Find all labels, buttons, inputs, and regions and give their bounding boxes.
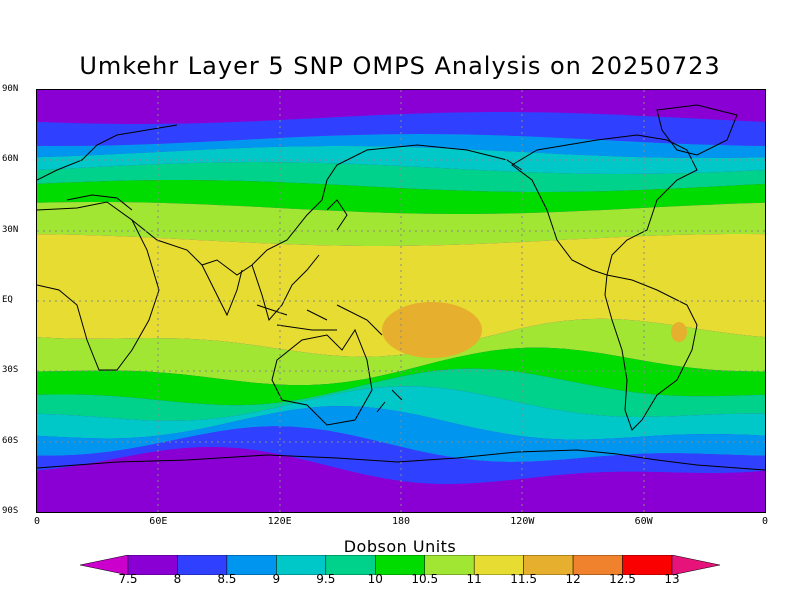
australia-coastline [271,328,373,426]
india-coastline [201,264,243,317]
continent-outlines [37,104,765,471]
colorbar [80,555,720,575]
africa-coastline [37,201,160,371]
colorbar-label: 10 [367,572,383,586]
longitude-label: 0 [761,516,769,527]
colorbar-label: 12 [565,572,581,586]
longitude-label: 0 [33,516,41,527]
colorbar-label: 11 [466,572,482,586]
latitude-label: EQ [2,295,13,305]
asia-coastline [131,144,523,276]
colorbar-label: 8.5 [217,572,237,586]
antarctica-coastline [37,449,765,471]
ozone-map-svg [37,90,765,512]
colorbar-title: Dobson Units [343,537,457,556]
contour-band [37,90,765,124]
contour-band [37,180,765,214]
latitude-label: 30S [2,365,19,376]
longitude-label: 180 [391,516,411,527]
longitude-label: 60W [634,516,653,527]
colorbar-label: 12.5 [609,572,636,586]
colorbar-label: 9.5 [316,572,336,586]
contour-band [37,426,765,484]
contour-band [37,447,765,512]
south-america-coastline [604,274,698,431]
contour-band [37,318,765,386]
japan-coastline [326,199,348,231]
colorbar-label: 11.5 [510,572,537,586]
se-asia-coastline [251,254,320,322]
contour-band [37,368,765,421]
contour-band [37,347,765,406]
colorbar-label: 8 [173,572,182,586]
europe-coastline [37,124,178,211]
chart-title: Umkehr Layer 5 SNP OMPS Analysis on 2025… [79,52,721,80]
indonesia-islands [256,304,383,336]
contour-band [37,146,765,174]
colorbar-label: 7.5 [118,572,138,586]
latitude-label: 90N [2,84,19,94]
longitude-label: 60E [149,516,168,527]
ozone-maximum-region [382,302,482,358]
colorbar-segment [671,555,720,575]
latitude-label: 30N [2,224,19,235]
longitude-label: 120E [267,516,292,527]
contour-band [37,406,765,462]
north-america-coastline [511,134,698,276]
latitude-label: 60N [2,154,19,165]
latitude-label: 90S [2,506,19,516]
greenland-coastline [656,104,738,156]
longitude-label: 120W [510,516,535,527]
colorbar-label: 9 [272,572,281,586]
new-zealand-coastline [376,389,403,413]
contour-band [37,162,765,192]
colorbar-label: 10.5 [411,572,439,586]
contour-band [37,112,765,146]
latitude-label: 60S [2,435,19,446]
ozone-maximum-region [671,322,687,342]
colorbar-label: 13 [664,572,680,586]
contour-band [37,386,765,440]
grid-lines [37,90,765,512]
map-plot-area [36,89,766,513]
